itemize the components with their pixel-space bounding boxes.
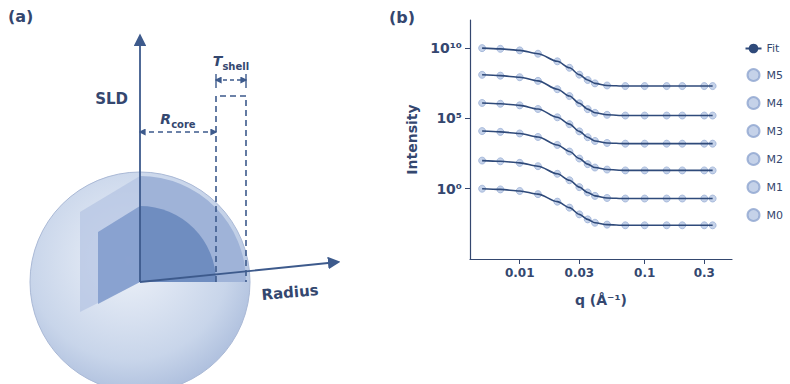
svg-text:Intensity: Intensity — [404, 104, 420, 174]
svg-text:0.01: 0.01 — [505, 266, 535, 280]
svg-text:M4: M4 — [767, 97, 784, 110]
svg-text:(b): (b) — [389, 8, 415, 27]
svg-text:M3: M3 — [767, 125, 784, 138]
svg-text:SLD: SLD — [95, 90, 128, 108]
svg-text:(a): (a) — [8, 7, 33, 26]
svg-text:q (Å⁻¹): q (Å⁻¹) — [575, 292, 627, 308]
svg-text:0.3: 0.3 — [694, 266, 715, 280]
svg-text:Radius: Radius — [261, 281, 320, 304]
svg-text:Rcore: Rcore — [160, 111, 196, 130]
svg-text:0.03: 0.03 — [565, 266, 595, 280]
svg-text:M1: M1 — [767, 181, 784, 194]
svg-text:10⁵: 10⁵ — [436, 110, 462, 126]
svg-text:10⁰: 10⁰ — [436, 181, 462, 197]
svg-text:M0: M0 — [767, 209, 784, 222]
svg-text:Tshell: Tshell — [213, 53, 249, 72]
svg-text:0.1: 0.1 — [634, 266, 655, 280]
svg-text:Fit: Fit — [767, 42, 781, 55]
svg-text:M2: M2 — [767, 153, 784, 166]
svg-text:10¹⁰: 10¹⁰ — [430, 40, 462, 56]
svg-text:M5: M5 — [767, 69, 784, 82]
